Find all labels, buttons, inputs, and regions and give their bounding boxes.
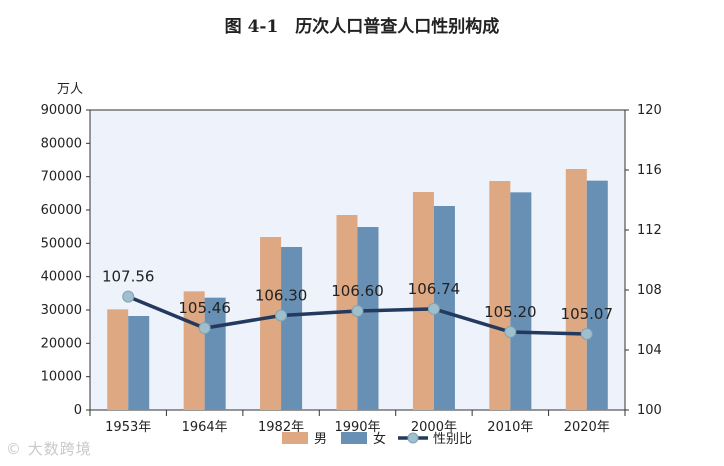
y2-tick-label: 108 xyxy=(637,283,662,298)
sex-ratio-point xyxy=(504,326,517,338)
legend-label-ratio: 性别比 xyxy=(433,432,472,447)
y2-tick-label: 112 xyxy=(637,223,662,238)
x-tick-label: 2020年 xyxy=(564,420,610,435)
sex-ratio-data-label: 105.07 xyxy=(561,305,614,323)
x-tick-label: 1964年 xyxy=(182,420,228,435)
sex-ratio-point xyxy=(275,309,288,322)
y-tick-label: 30000 xyxy=(41,303,82,318)
sex-ratio-point xyxy=(122,290,135,303)
y2-tick-label: 100 xyxy=(637,403,662,418)
watermark-logo-icon: © xyxy=(6,440,22,458)
bar-male xyxy=(107,309,129,410)
sex-ratio-point xyxy=(198,322,211,335)
sex-ratio-point xyxy=(427,302,440,315)
y-tick-label: 80000 xyxy=(41,136,82,151)
sex-ratio-point xyxy=(351,305,364,317)
sex-ratio-data-label: 105.20 xyxy=(484,303,537,321)
y2-tick-label: 120 xyxy=(637,103,662,118)
x-tick-label: 1982年 xyxy=(258,420,304,435)
sex-ratio-data-label: 106.30 xyxy=(255,287,308,305)
sex-ratio-data-label: 107.56 xyxy=(102,268,155,286)
sex-ratio-data-label: 106.60 xyxy=(331,282,384,300)
y-tick-label: 70000 xyxy=(41,170,82,185)
sex-ratio-data-label: 105.46 xyxy=(178,299,231,317)
bar-female xyxy=(357,227,379,410)
x-tick-label: 1953年 xyxy=(105,420,151,435)
bar-male xyxy=(565,169,587,410)
y-tick-label: 10000 xyxy=(41,370,82,385)
y-tick-label: 50000 xyxy=(41,236,82,251)
sex-ratio-point xyxy=(580,327,593,340)
bar-female xyxy=(128,316,150,410)
watermark: © 大数跨境 xyxy=(6,438,92,459)
legend-marker-ratio xyxy=(407,432,419,444)
chart-title: 图 4-1 历次人口普查人口性别构成 xyxy=(224,17,500,37)
legend-swatch-female xyxy=(341,432,367,444)
y-tick-label: 60000 xyxy=(41,203,82,218)
y-tick-label: 90000 xyxy=(41,103,82,118)
bar-male xyxy=(489,181,511,410)
x-tick-label: 2000年 xyxy=(411,420,457,435)
bar-female xyxy=(281,247,303,410)
bar-female xyxy=(510,192,532,410)
watermark-text: 大数跨境 xyxy=(27,440,92,458)
bar-female xyxy=(586,180,608,410)
y-tick-label: 20000 xyxy=(41,336,82,351)
bar-male xyxy=(260,237,282,410)
bar-female xyxy=(433,206,455,410)
sex-ratio-data-label: 106.74 xyxy=(408,280,461,298)
y2-tick-label: 116 xyxy=(637,163,662,178)
legend-swatch-male xyxy=(282,432,308,444)
y2-tick-label: 104 xyxy=(637,343,662,358)
x-tick-label: 2010年 xyxy=(487,420,533,435)
legend-label-male: 男 xyxy=(314,432,327,447)
bar-male xyxy=(412,192,434,410)
y-tick-label: 0 xyxy=(74,403,82,418)
x-tick-label: 1990年 xyxy=(334,420,380,435)
legend-label-female: 女 xyxy=(373,431,386,447)
y-axis-label: 万人 xyxy=(57,82,83,97)
y-tick-label: 40000 xyxy=(41,270,82,285)
